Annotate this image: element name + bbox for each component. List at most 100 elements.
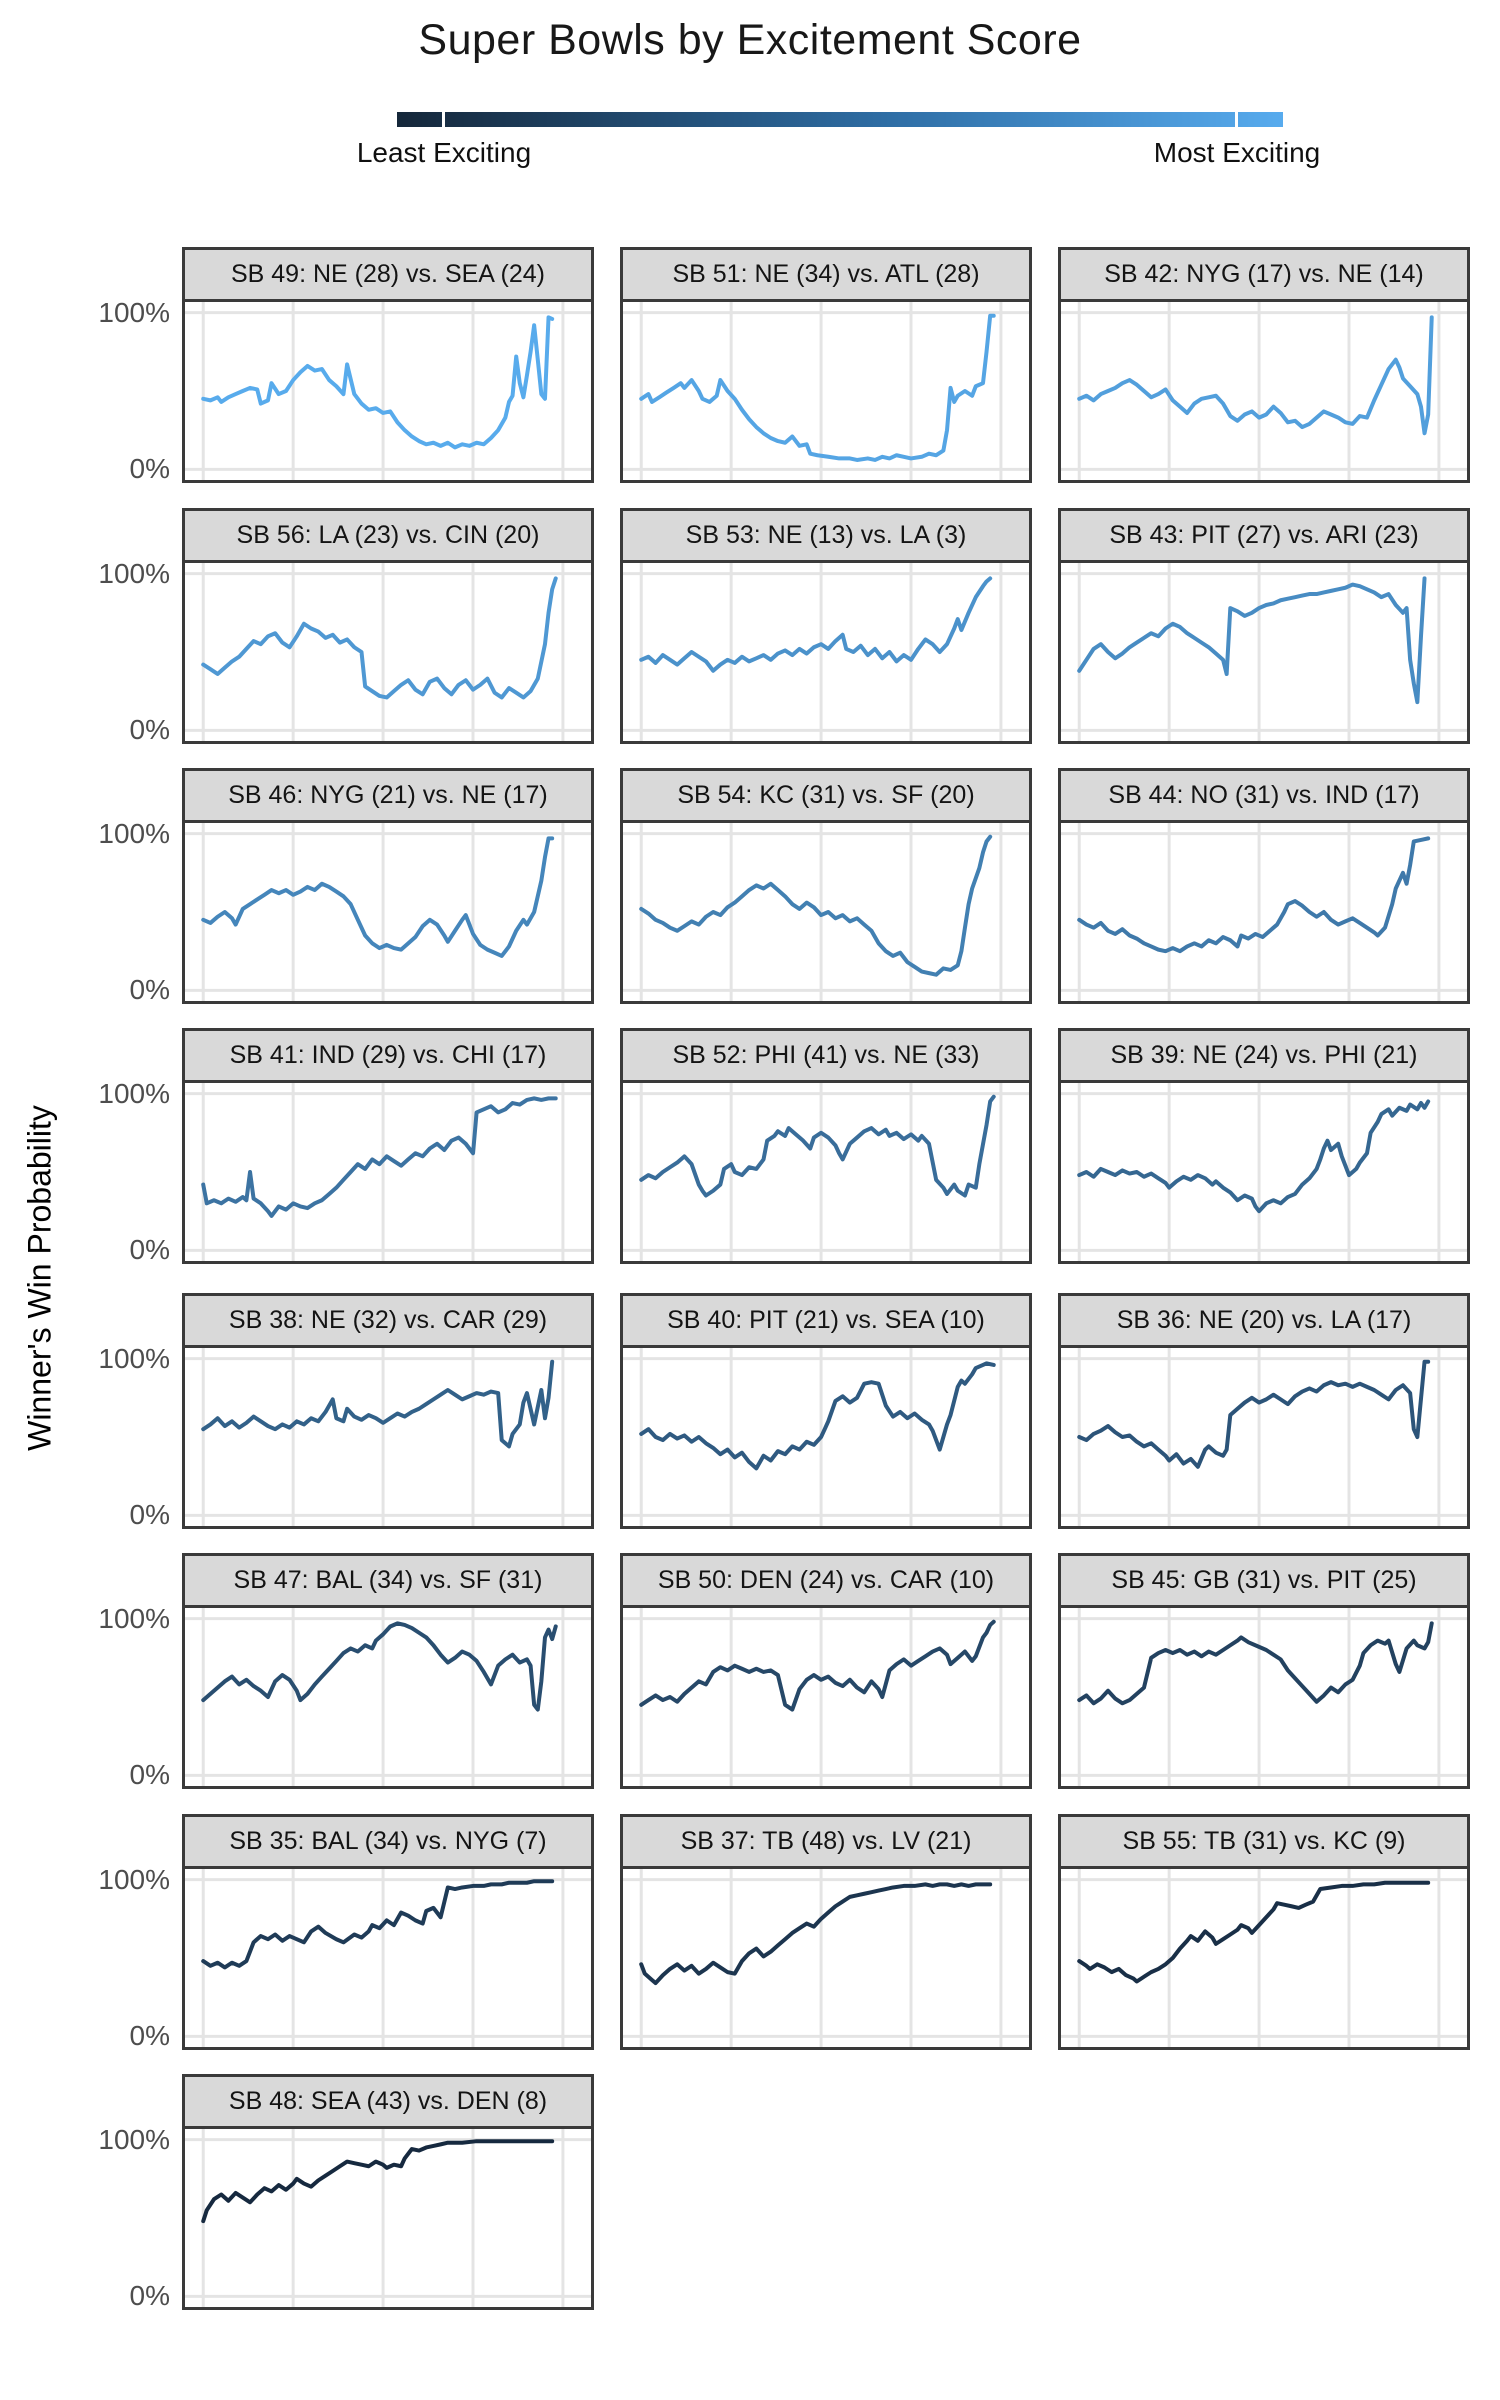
panel-title-sb-41: SB 41: IND (29) vs. CHI (17)	[185, 1031, 591, 1083]
panel-sb-40: SB 40: PIT (21) vs. SEA (10)	[620, 1293, 1032, 1529]
y-axis-title: Winner's Win Probability	[21, 1105, 58, 1451]
page-title: Super Bowls by Excitement Score	[418, 16, 1082, 64]
y-tick-label: 100%	[98, 2124, 170, 2155]
panel-sb-47: SB 47: BAL (34) vs. SF (31)	[182, 1553, 594, 1789]
panel-sb-48: SB 48: SEA (43) vs. DEN (8)	[182, 2074, 594, 2310]
panel-title-sb-46: SB 46: NYG (21) vs. NE (17)	[185, 771, 591, 823]
win-prob-line-sb-39	[1079, 1101, 1428, 1211]
panel-title-sb-43: SB 43: PIT (27) vs. ARI (23)	[1061, 511, 1467, 563]
win-probability-plot-sb-38	[185, 1348, 591, 1526]
panel-title-sb-47: SB 47: BAL (34) vs. SF (31)	[185, 1556, 591, 1608]
panel-title-sb-38: SB 38: NE (32) vs. CAR (29)	[185, 1296, 591, 1348]
win-probability-plot-sb-35	[185, 1869, 591, 2047]
gradient-tick-least	[442, 112, 445, 127]
win-probability-plot-sb-45	[1061, 1608, 1467, 1786]
win-probability-plot-sb-53	[623, 563, 1029, 741]
win-prob-line-sb-55	[1079, 1883, 1428, 1982]
win-probability-plot-sb-50	[623, 1608, 1029, 1786]
panel-title-sb-55: SB 55: TB (31) vs. KC (9)	[1061, 1817, 1467, 1869]
win-prob-line-sb-46	[203, 838, 552, 956]
y-tick-label: 100%	[98, 1603, 170, 1634]
panel-title-sb-37: SB 37: TB (48) vs. LV (21)	[623, 1817, 1029, 1869]
win-prob-line-sb-50	[641, 1622, 993, 1710]
panel-title-sb-54: SB 54: KC (31) vs. SF (20)	[623, 771, 1029, 823]
win-prob-line-sb-48	[203, 2141, 552, 2221]
panel-sb-46: SB 46: NYG (21) vs. NE (17)	[182, 768, 594, 1004]
win-prob-line-sb-44	[1079, 838, 1428, 951]
panel-sb-42: SB 42: NYG (17) vs. NE (14)	[1058, 247, 1470, 483]
panel-title-sb-35: SB 35: BAL (34) vs. NYG (7)	[185, 1817, 591, 1869]
y-tick-label: 100%	[98, 297, 170, 328]
win-probability-plot-sb-52	[623, 1083, 1029, 1261]
win-prob-line-sb-49	[203, 317, 552, 447]
win-probability-plot-sb-46	[185, 823, 591, 1001]
panel-title-sb-53: SB 53: NE (13) vs. LA (3)	[623, 511, 1029, 563]
y-tick-label: 0%	[129, 974, 170, 1005]
legend-most-exciting-label: Most Exciting	[1153, 137, 1321, 168]
y-tick-label: 0%	[129, 2280, 170, 2311]
win-probability-plot-sb-55	[1061, 1869, 1467, 2047]
y-tick-label: 0%	[129, 453, 170, 484]
panel-title-sb-49: SB 49: NE (28) vs. SEA (24)	[185, 250, 591, 302]
y-tick-label: 0%	[129, 2020, 170, 2051]
panel-sb-54: SB 54: KC (31) vs. SF (20)	[620, 768, 1032, 1004]
y-tick-label: 100%	[98, 1343, 170, 1374]
win-probability-plot-sb-56	[185, 563, 591, 741]
panel-sb-36: SB 36: NE (20) vs. LA (17)	[1058, 1293, 1470, 1529]
y-tick-label: 0%	[129, 714, 170, 745]
panel-sb-44: SB 44: NO (31) vs. IND (17)	[1058, 768, 1470, 1004]
win-prob-line-sb-53	[641, 578, 990, 670]
panel-title-sb-42: SB 42: NYG (17) vs. NE (14)	[1061, 250, 1467, 302]
y-tick-label: 0%	[129, 1234, 170, 1265]
panel-title-sb-39: SB 39: NE (24) vs. PHI (21)	[1061, 1031, 1467, 1083]
win-prob-line-sb-36	[1079, 1362, 1428, 1467]
win-probability-plot-sb-49	[185, 302, 591, 480]
panel-sb-52: SB 52: PHI (41) vs. NE (33)	[620, 1028, 1032, 1264]
win-prob-line-sb-38	[203, 1362, 552, 1447]
win-probability-plot-sb-54	[623, 823, 1029, 1001]
panel-sb-43: SB 43: PIT (27) vs. ARI (23)	[1058, 508, 1470, 744]
win-probability-plot-sb-43	[1061, 563, 1467, 741]
win-prob-line-sb-40	[641, 1363, 993, 1468]
win-probability-plot-sb-42	[1061, 302, 1467, 480]
excitement-gradient-bar	[397, 112, 1283, 127]
panel-sb-41: SB 41: IND (29) vs. CHI (17)	[182, 1028, 594, 1264]
panel-sb-55: SB 55: TB (31) vs. KC (9)	[1058, 1814, 1470, 2050]
panel-sb-51: SB 51: NE (34) vs. ATL (28)	[620, 247, 1032, 483]
panel-sb-56: SB 56: LA (23) vs. CIN (20)	[182, 508, 594, 744]
win-probability-plot-sb-40	[623, 1348, 1029, 1526]
win-prob-line-sb-51	[641, 316, 993, 460]
win-prob-line-sb-35	[203, 1881, 552, 1967]
gradient-tick-most	[1235, 112, 1238, 127]
win-prob-line-sb-42	[1079, 317, 1431, 433]
y-tick-label: 0%	[129, 1499, 170, 1530]
panel-title-sb-56: SB 56: LA (23) vs. CIN (20)	[185, 511, 591, 563]
win-probability-plot-sb-39	[1061, 1083, 1467, 1261]
panel-title-sb-36: SB 36: NE (20) vs. LA (17)	[1061, 1296, 1467, 1348]
win-probability-plot-sb-37	[623, 1869, 1029, 2047]
panel-sb-53: SB 53: NE (13) vs. LA (3)	[620, 508, 1032, 744]
panel-sb-39: SB 39: NE (24) vs. PHI (21)	[1058, 1028, 1470, 1264]
win-probability-plot-sb-47	[185, 1608, 591, 1786]
win-probability-plot-sb-36	[1061, 1348, 1467, 1526]
win-prob-line-sb-54	[641, 837, 990, 975]
win-prob-line-sb-52	[641, 1097, 993, 1196]
win-probability-plot-sb-51	[623, 302, 1029, 480]
panel-title-sb-51: SB 51: NE (34) vs. ATL (28)	[623, 250, 1029, 302]
panel-title-sb-40: SB 40: PIT (21) vs. SEA (10)	[623, 1296, 1029, 1348]
win-probability-plot-sb-44	[1061, 823, 1467, 1001]
win-prob-line-sb-37	[641, 1884, 990, 1983]
panel-sb-49: SB 49: NE (28) vs. SEA (24)	[182, 247, 594, 483]
y-tick-label: 100%	[98, 1078, 170, 1109]
y-tick-label: 100%	[98, 818, 170, 849]
panel-title-sb-45: SB 45: GB (31) vs. PIT (25)	[1061, 1556, 1467, 1608]
y-tick-label: 100%	[98, 1864, 170, 1895]
win-prob-line-sb-43	[1079, 578, 1424, 702]
win-probability-plot-sb-41	[185, 1083, 591, 1261]
panel-sb-37: SB 37: TB (48) vs. LV (21)	[620, 1814, 1032, 2050]
panel-title-sb-52: SB 52: PHI (41) vs. NE (33)	[623, 1031, 1029, 1083]
panel-sb-50: SB 50: DEN (24) vs. CAR (10)	[620, 1553, 1032, 1789]
y-tick-label: 0%	[129, 1759, 170, 1790]
panel-sb-35: SB 35: BAL (34) vs. NYG (7)	[182, 1814, 594, 2050]
